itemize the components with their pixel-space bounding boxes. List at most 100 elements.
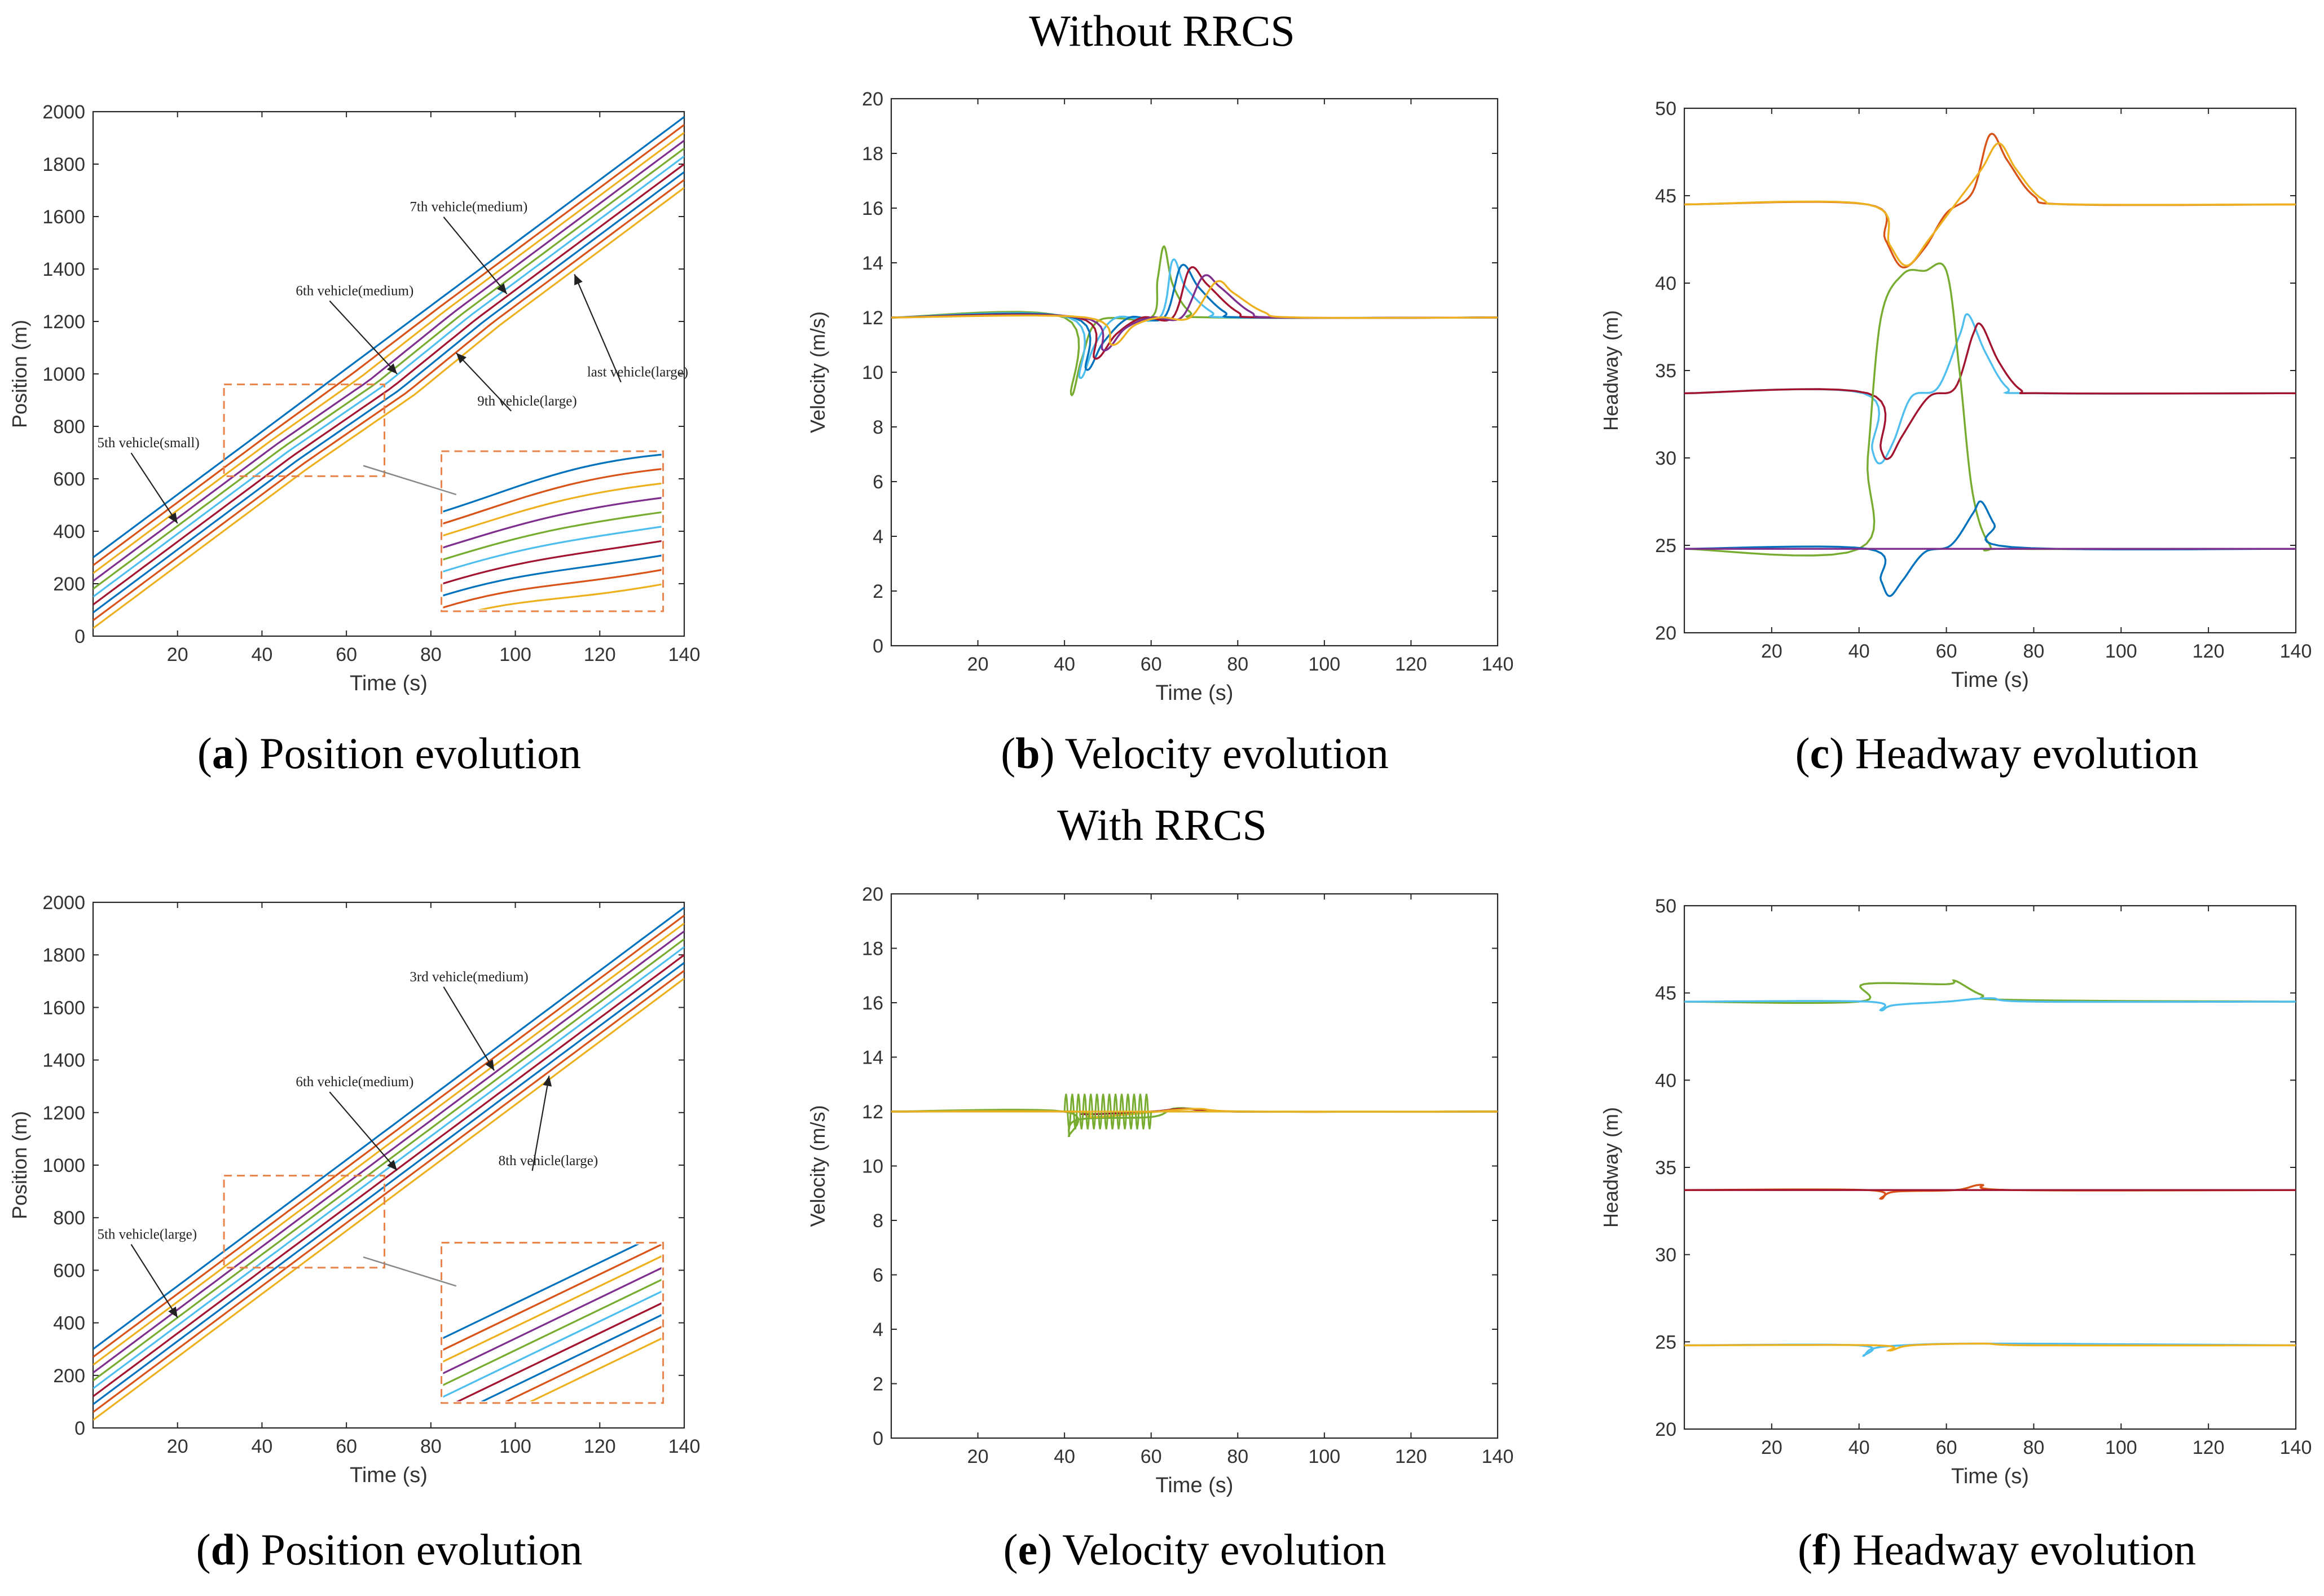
- x-tick-label: 80: [420, 1436, 442, 1457]
- y-axis-label: Position (m): [8, 1111, 31, 1219]
- y-tick-label: 12: [862, 1101, 883, 1123]
- x-tick-label: 40: [1848, 641, 1870, 662]
- y-tick-label: 1800: [42, 154, 85, 175]
- x-axis-label: Time (s): [350, 1463, 428, 1487]
- annotation-arrowhead: [543, 1075, 552, 1087]
- y-tick-label: 16: [862, 993, 883, 1014]
- y-tick-label: 2: [873, 581, 883, 602]
- y-tick-label: 6: [873, 471, 883, 493]
- zoom-connector-arrow: [363, 1256, 457, 1287]
- chart-panel-d: 20 40 60 80 100 120 14002004006008001000120014…: [8, 892, 701, 1574]
- vehicle-annotation: 5th vehicle(large): [97, 1227, 197, 1242]
- x-tick-label: 20: [167, 1436, 188, 1457]
- zoom-inset-lines: [443, 1244, 662, 1401]
- zoom-inset-box: [441, 1241, 664, 1404]
- x-tick-label: 140: [668, 644, 701, 665]
- y-tick-label: 50: [1655, 98, 1676, 120]
- x-tick-label: 140: [2280, 641, 2312, 662]
- y-tick-label: 20: [862, 89, 883, 110]
- y-tick-label: 6: [873, 1265, 883, 1286]
- annotation-arrow: [455, 352, 512, 412]
- vehicle-annotation: last vehicle(large): [587, 365, 688, 380]
- x-tick-label: 100: [499, 1436, 531, 1457]
- series-group: [93, 116, 684, 629]
- y-tick-label: 1600: [42, 997, 85, 1019]
- annotation-arrowhead: [496, 283, 507, 294]
- zoom-inset-line: [480, 1314, 662, 1401]
- x-axis-label: Time (s): [1156, 681, 1234, 705]
- x-tick-label: 20: [1761, 1437, 1782, 1458]
- x-tick-label: 120: [1395, 1446, 1427, 1467]
- vehicle-annotation: 6th vehicle(medium): [296, 1074, 413, 1090]
- y-tick-label: 8: [873, 1210, 883, 1232]
- series-line: [93, 147, 684, 590]
- series-line: [1684, 313, 2296, 465]
- y-tick-label: 16: [862, 198, 883, 219]
- x-tick-label: 60: [336, 1436, 357, 1457]
- y-tick-label: 200: [53, 574, 85, 595]
- y-tick-label: 35: [1655, 1157, 1676, 1179]
- series-line: [93, 977, 684, 1421]
- series-line: [93, 946, 684, 1390]
- y-tick-label: 1400: [42, 1050, 85, 1072]
- x-tick-label: 20: [967, 654, 989, 675]
- vehicle-annotation: 6th vehicle(medium): [296, 284, 413, 299]
- zoom-inset-line: [443, 511, 662, 561]
- series-group: [891, 1094, 1498, 1138]
- y-tick-label: 800: [53, 1207, 85, 1229]
- x-tick-label: 80: [1227, 654, 1248, 675]
- annotation-arrowhead: [456, 352, 466, 364]
- annotation-arrow: [443, 217, 508, 294]
- x-tick-label: 140: [668, 1436, 701, 1457]
- annotation-arrow: [130, 1244, 178, 1318]
- x-axis-label: Time (s): [350, 672, 428, 695]
- heading-with-rrcs: With RRCS: [1057, 800, 1267, 849]
- x-tick-label: 40: [1054, 654, 1075, 675]
- y-tick-label: 45: [1655, 186, 1676, 207]
- zoom-inset-line: [443, 568, 662, 609]
- x-tick-label: 60: [1141, 654, 1162, 675]
- y-tick-label: 1600: [42, 206, 85, 228]
- y-tick-label: 400: [53, 1313, 85, 1334]
- x-tick-label: 140: [2280, 1437, 2312, 1458]
- zoom-region-box: [223, 1175, 386, 1269]
- x-tick-label: 60: [336, 644, 357, 665]
- x-tick-label: 60: [1936, 1437, 1957, 1458]
- chart-panel-a: 20 40 60 80 100 120 14002004006008001000120014…: [8, 102, 700, 778]
- series-line: [93, 907, 684, 1350]
- zoom-inset-line: [443, 1244, 640, 1339]
- annotation-arrow: [329, 1091, 398, 1171]
- y-tick-label: 20: [1655, 1419, 1676, 1440]
- x-tick-label: 80: [2023, 1437, 2045, 1458]
- annotation-arrowhead: [168, 512, 178, 524]
- series-line: [1684, 133, 2296, 268]
- y-tick-label: 400: [53, 521, 85, 543]
- y-tick-label: 1200: [42, 1103, 85, 1124]
- series-line: [93, 915, 684, 1358]
- y-tick-label: 1000: [42, 364, 85, 385]
- x-tick-label: 120: [2193, 641, 2225, 662]
- zoom-connector-arrow: [363, 465, 457, 496]
- y-tick-label: 0: [74, 626, 85, 647]
- y-tick-label: 40: [1655, 273, 1676, 294]
- y-tick-label: 10: [862, 362, 883, 383]
- y-tick-label: 1400: [42, 259, 85, 280]
- series-line: [93, 163, 684, 606]
- zoom-inset-line: [477, 583, 662, 610]
- x-tick-label: 100: [1308, 1446, 1340, 1467]
- y-tick-label: 14: [862, 1047, 883, 1069]
- y-tick-label: 14: [862, 253, 883, 274]
- series-line: [1684, 997, 2296, 1012]
- x-tick-label: 140: [1482, 1446, 1514, 1467]
- vehicle-annotation: 5th vehicle(small): [97, 435, 199, 451]
- zoom-inset-line: [443, 1255, 662, 1363]
- y-tick-label: 18: [862, 143, 883, 165]
- oscillating-series-line: [891, 1094, 1498, 1130]
- y-tick-label: 20: [862, 884, 883, 905]
- x-tick-label: 60: [1936, 641, 1957, 662]
- x-tick-label: 80: [420, 644, 442, 665]
- y-tick-label: 200: [53, 1365, 85, 1387]
- x-axis-label: Time (s): [1951, 1465, 2029, 1488]
- plot-frame: [1683, 905, 2297, 1430]
